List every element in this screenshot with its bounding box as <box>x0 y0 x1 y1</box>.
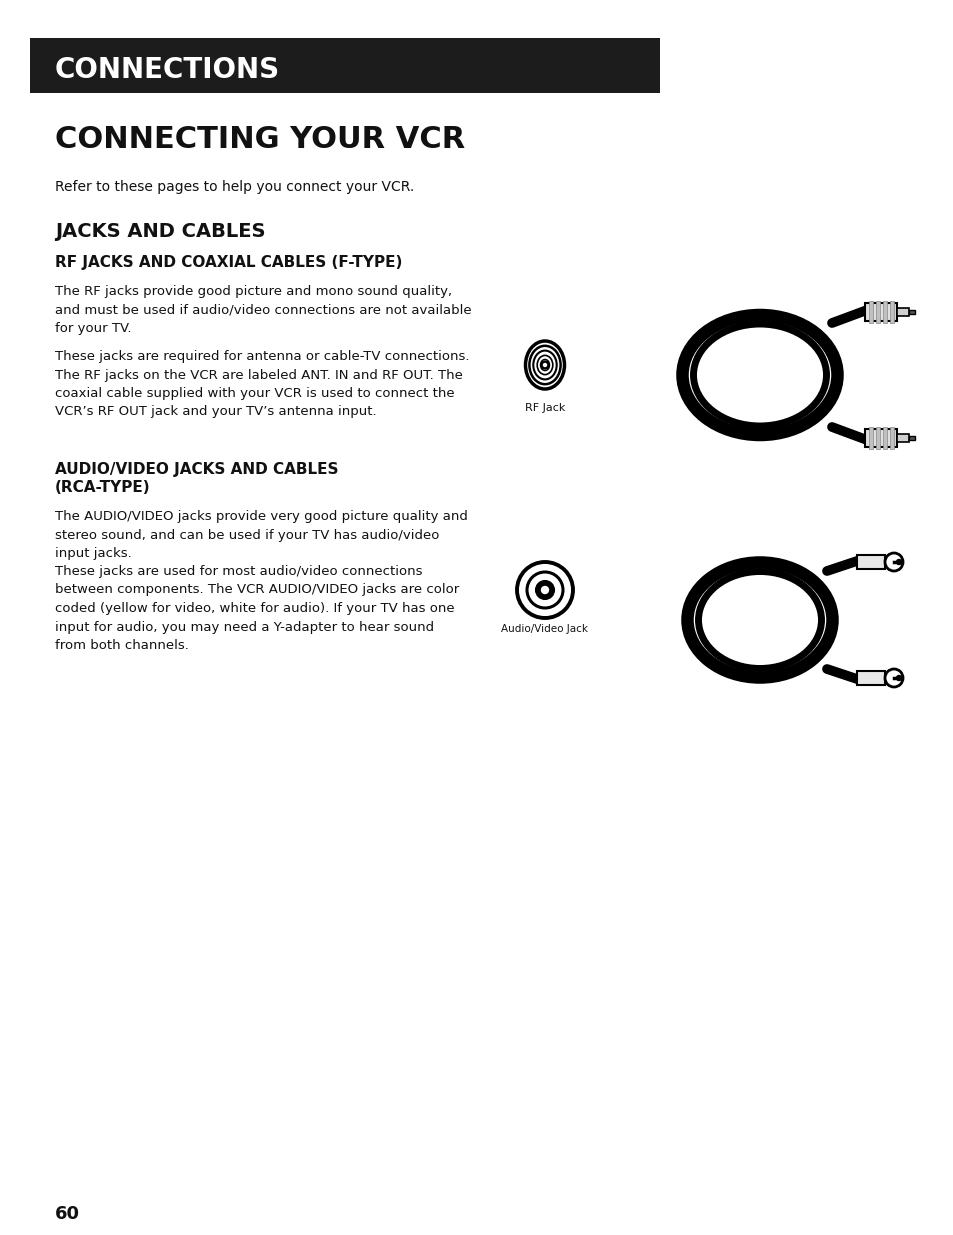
Text: (RCA-TYPE): (RCA-TYPE) <box>55 480 151 495</box>
Bar <box>896 433 908 442</box>
Bar <box>868 427 872 450</box>
Circle shape <box>884 553 902 571</box>
Circle shape <box>540 361 548 369</box>
Circle shape <box>526 572 562 608</box>
Bar <box>875 427 879 450</box>
Bar <box>908 310 914 314</box>
Ellipse shape <box>701 332 817 417</box>
Bar <box>908 436 914 440</box>
Circle shape <box>536 580 554 599</box>
Text: CONNECTIONS: CONNECTIONS <box>55 56 280 84</box>
Text: CONNECTING YOUR VCR: CONNECTING YOUR VCR <box>55 125 465 154</box>
Bar <box>856 671 884 685</box>
Ellipse shape <box>707 579 812 661</box>
Circle shape <box>884 669 902 687</box>
Text: Audio/Video Jack: Audio/Video Jack <box>501 624 588 634</box>
Text: RF JACKS AND COAXIAL CABLES (F-TYPE): RF JACKS AND COAXIAL CABLES (F-TYPE) <box>55 254 402 270</box>
Text: The AUDIO/VIDEO jacks provide very good picture quality and
stereo sound, and ca: The AUDIO/VIDEO jacks provide very good … <box>55 510 467 559</box>
Circle shape <box>543 363 546 367</box>
Text: 60: 60 <box>55 1205 80 1223</box>
Text: These jacks are required for antenna or cable-TV connections.
The RF jacks on th: These jacks are required for antenna or … <box>55 350 469 419</box>
Bar <box>864 429 896 447</box>
Circle shape <box>517 562 573 618</box>
Bar <box>882 427 886 450</box>
Bar <box>856 555 884 569</box>
Bar <box>896 308 908 316</box>
Bar <box>868 301 872 324</box>
Circle shape <box>896 559 901 564</box>
Bar <box>864 303 896 321</box>
Circle shape <box>896 676 901 680</box>
Bar <box>889 301 893 324</box>
Bar <box>875 301 879 324</box>
Text: Refer to these pages to help you connect your VCR.: Refer to these pages to help you connect… <box>55 180 414 194</box>
Text: RF Jack: RF Jack <box>524 403 564 412</box>
Text: JACKS AND CABLES: JACKS AND CABLES <box>55 222 265 241</box>
Bar <box>30 38 659 93</box>
Text: The RF jacks provide good picture and mono sound quality,
and must be used if au: The RF jacks provide good picture and mo… <box>55 285 471 335</box>
Bar <box>889 427 893 450</box>
Bar <box>882 301 886 324</box>
Text: AUDIO/VIDEO JACKS AND CABLES: AUDIO/VIDEO JACKS AND CABLES <box>55 462 338 477</box>
Circle shape <box>541 587 548 594</box>
Text: These jacks are used for most audio/video connections
between components. The VC: These jacks are used for most audio/vide… <box>55 564 458 652</box>
